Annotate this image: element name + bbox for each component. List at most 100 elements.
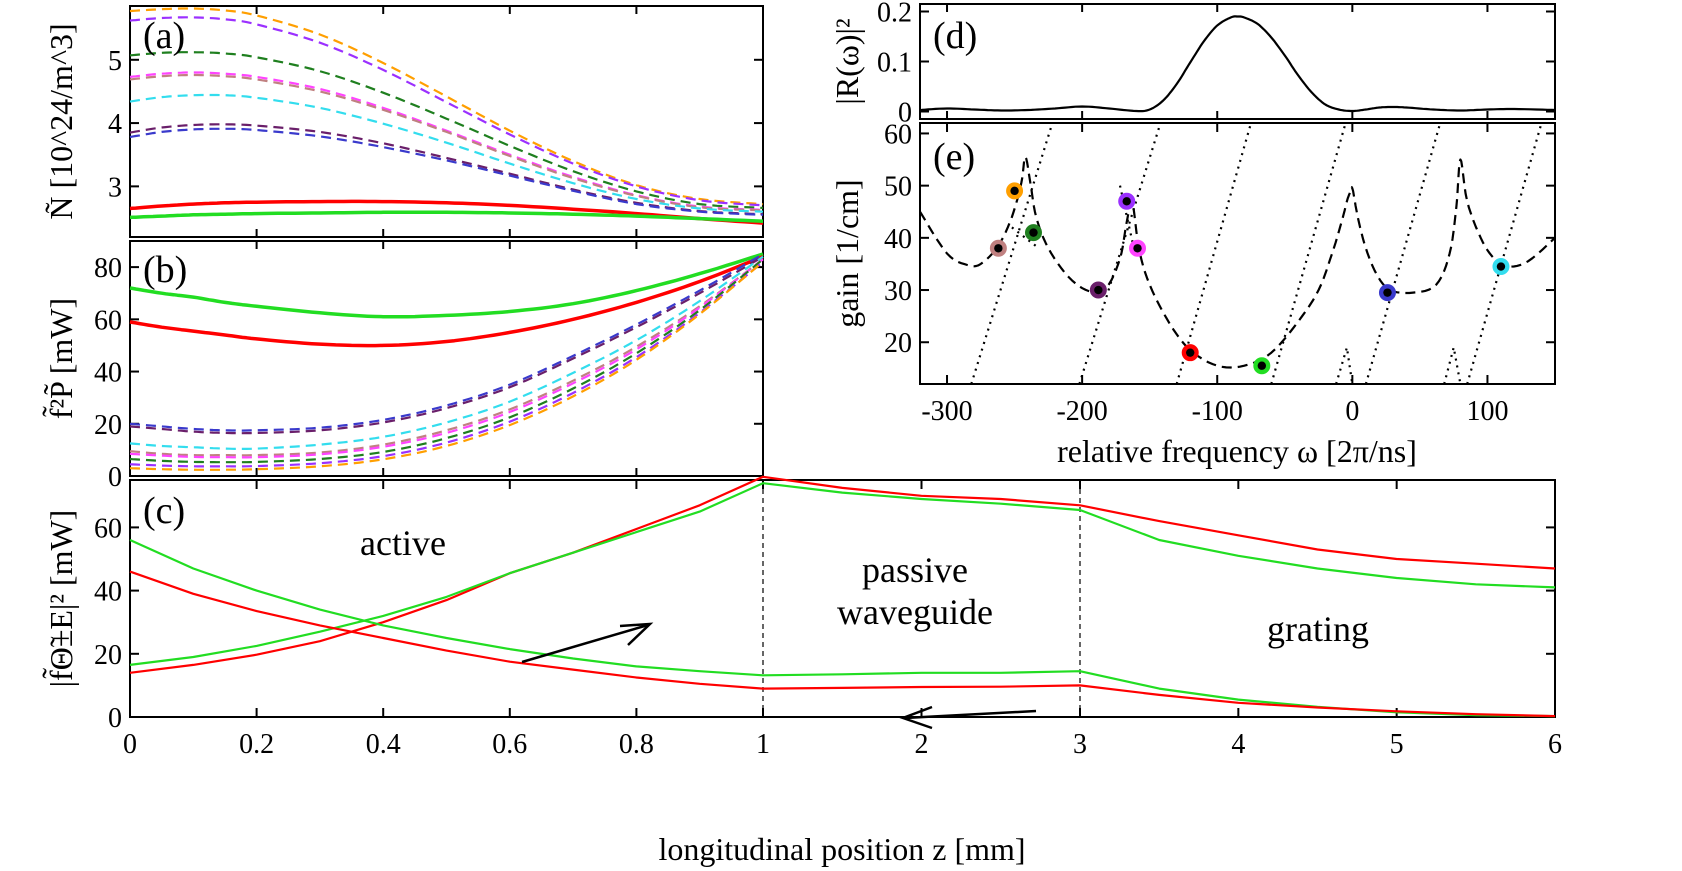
annotation-waveguide: waveguide [837, 592, 993, 632]
xtick-label-c-2: 0.4 [366, 729, 401, 760]
panel-a-frame [129, 5, 764, 238]
panel-b-series-7 [129, 258, 764, 464]
xtick-label-e-1: -200 [1056, 396, 1107, 427]
annotation-passive: passive [862, 550, 968, 590]
ytick-label-e-2: 40 [884, 224, 912, 255]
mode-marker-center-2 [1029, 228, 1038, 237]
panel-c-frame [129, 479, 1556, 718]
panel-b-label: (b) [143, 249, 187, 291]
ytick-label-b-1: 20 [94, 410, 122, 441]
ytick-label-c-1: 20 [94, 640, 122, 671]
panel-c-xlabel: longitudinal position z [mm] [658, 831, 1025, 867]
xtick-label-c-8: 4 [1231, 729, 1245, 760]
panel-e-frame [919, 122, 1556, 385]
panel-a-series-9 [129, 210, 764, 223]
panel-c-series-2 [129, 538, 1556, 718]
panel-e-dotted-0 [970, 123, 1054, 384]
ytick-label-c-3: 60 [94, 513, 122, 544]
ytick-label-e-4: 60 [884, 119, 912, 150]
panel-b-ylabel: f̃²P̃ [mW] [43, 298, 79, 419]
ytick-label-e-0: 20 [884, 328, 912, 359]
panel-c-series-3 [129, 570, 1556, 718]
ytick-label-a-0: 3 [108, 172, 122, 203]
panel-a-series-1 [129, 16, 764, 207]
panel-c-series-0 [129, 475, 1556, 674]
ytick-label-a-2: 5 [108, 46, 122, 77]
ytick-label-c-2: 40 [94, 577, 122, 608]
panel-a-series-2 [129, 51, 764, 209]
panel-a-series-3 [129, 71, 764, 211]
backward-arrow-head [899, 705, 933, 730]
panel-a-series-0 [129, 7, 764, 206]
panel-b-series-0 [129, 252, 764, 319]
ytick-label-b-4: 80 [94, 253, 122, 284]
panel-a-label: (a) [143, 15, 185, 57]
panel-e-dotted-9 [1443, 346, 1462, 384]
ytick-label-b-3: 60 [94, 305, 122, 336]
ytick-label-a-1: 4 [108, 109, 122, 140]
panel-a-series-5 [129, 93, 764, 213]
forward-arrow-shaft [521, 623, 649, 664]
panel-e-xlabel: relative frequency ω [2π/ns] [1057, 433, 1417, 469]
xtick-label-c-4: 0.8 [619, 729, 654, 760]
xtick-label-c-3: 0.6 [492, 729, 527, 760]
ytick-label-d-0: 0 [898, 98, 912, 129]
backward-arrow-shaft [904, 709, 1037, 720]
mode-marker-center-9 [1496, 262, 1506, 271]
xtick-label-c-0: 0 [123, 729, 137, 760]
panel-c-series-1 [129, 482, 1556, 666]
panel-e-dotted-5 [1466, 123, 1543, 384]
panel-b-series-4 [129, 255, 764, 450]
xtick-label-c-10: 6 [1548, 729, 1562, 760]
panel-e-plot-area [920, 123, 1555, 384]
forward-arrow-head [619, 622, 654, 646]
ytick-label-d-2: 0.2 [877, 0, 912, 29]
panel-e-dotted-6 [1011, 226, 1040, 250]
mode-marker-center-0 [994, 244, 1003, 253]
xtick-label-c-9: 5 [1390, 729, 1404, 760]
ytick-label-e-1: 30 [884, 276, 912, 307]
panel-b-series-1 [129, 255, 764, 348]
panel-d-label: (d) [933, 15, 977, 57]
panel-b-frame [129, 240, 764, 477]
xtick-label-e-2: -100 [1192, 396, 1243, 427]
panel-a-series-7 [129, 127, 764, 216]
panel-a-series-6 [129, 123, 764, 216]
panel-e-dotted-1 [1078, 123, 1162, 384]
annotation-grating: grating [1267, 609, 1369, 649]
mode-marker-center-8 [1383, 288, 1392, 297]
panel-e-dotted-8 [1335, 346, 1354, 384]
panel-c-label: (c) [143, 490, 185, 532]
mode-marker-center-6 [1186, 348, 1195, 357]
panel-e-ylabel: gain [1/cm] [829, 179, 865, 327]
panel-d-series-0 [919, 15, 1556, 113]
panel-e-dotted-4 [1364, 123, 1442, 384]
panel-b-series-5 [129, 258, 764, 457]
ytick-label-d-1: 0.1 [877, 48, 912, 79]
panel-c-ylabel: |f̃Θ̃±E|² [mW] [43, 510, 79, 688]
panel-a-ylabel: Ñ [10^24/m^3] [43, 23, 79, 219]
panel-a-series-8 [129, 199, 764, 225]
ytick-label-e-3: 50 [884, 172, 912, 203]
mode-marker-center-4 [1122, 197, 1131, 206]
xtick-label-e-3: 0 [1345, 396, 1359, 427]
ytick-label-b-2: 40 [94, 358, 122, 389]
xtick-label-c-5: 1 [756, 729, 770, 760]
panel-b-series-6 [129, 258, 764, 459]
panel-e-label: (e) [933, 136, 975, 178]
panel-e-dotted-3 [1270, 123, 1347, 384]
xtick-label-e-4: 100 [1466, 396, 1508, 427]
mode-marker-center-5 [1133, 244, 1142, 253]
xtick-label-c-6: 2 [915, 729, 929, 760]
panel-d-ylabel: |R(ω)|² [829, 18, 865, 104]
mode-marker-center-1 [1010, 186, 1019, 196]
xtick-label-c-7: 3 [1073, 729, 1087, 760]
ytick-label-b-0: 0 [108, 462, 122, 493]
ytick-label-c-0: 0 [108, 703, 122, 734]
xtick-label-c-1: 0.2 [239, 729, 274, 760]
annotation-active: active [360, 523, 446, 563]
mode-marker-center-7 [1257, 361, 1267, 370]
panel-a-series-4 [129, 73, 764, 212]
mode-marker-center-3 [1094, 285, 1103, 295]
